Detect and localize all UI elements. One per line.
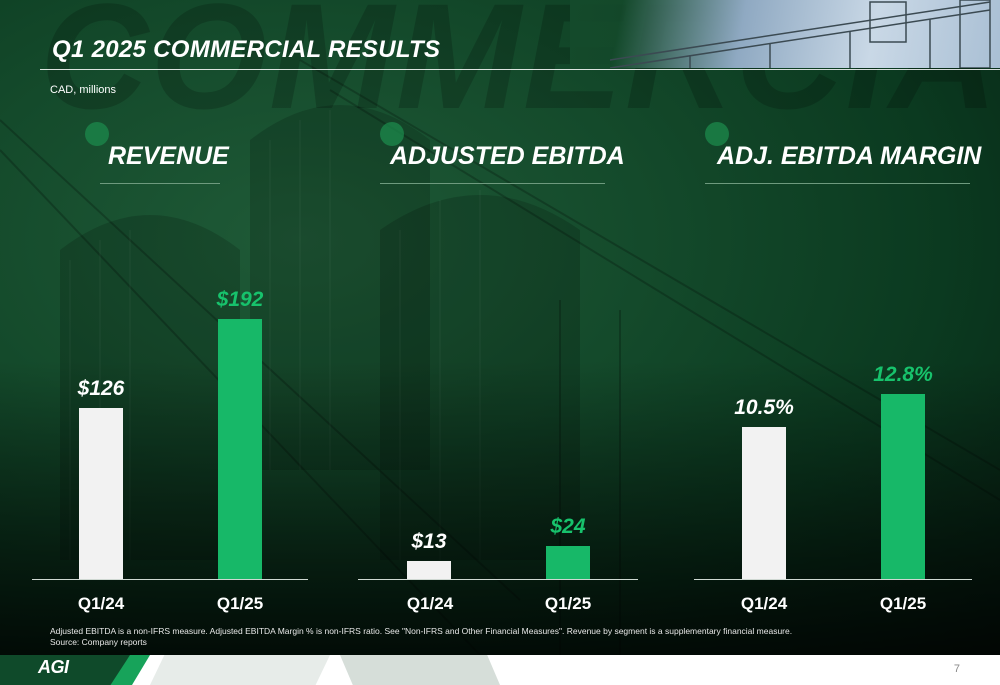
margin-category-q1-24: Q1/24 [740,594,788,613]
revenue-value-q1-25: $192 [216,288,264,311]
margin-value-q1-24: 10.5% [734,396,794,419]
revenue-accent-dot [85,122,109,146]
units-subtitle: CAD, millions [50,84,117,96]
ebitda-category-q1-25: Q1/25 [544,594,592,613]
revenue-value-q1-24: $126 [77,377,125,400]
agi-logo: AGI [38,657,69,677]
revenue-axis-line [32,579,308,580]
title-divider [40,69,1000,70]
footer-bar [0,655,1000,685]
ebitda-bar-q1-25 [546,546,590,579]
revenue-chart-title: REVENUE [108,142,229,170]
margin-bar-q1-25 [881,394,925,579]
margin-accent-dot [705,122,729,146]
ebitda-title-rule [380,183,605,184]
ebitda-category-q1-24: Q1/24 [406,594,454,613]
footnote-non-ifrs: Adjusted EBITDA is a non-IFRS measure. A… [50,626,793,636]
margin-chart-title: ADJ. EBITDA MARGIN [717,142,982,170]
revenue-bar-q1-25 [218,319,262,579]
margin-bar-q1-24 [742,427,786,579]
margin-value-q1-25: 12.8% [873,363,933,386]
ebitda-value-q1-25: $24 [550,515,586,538]
revenue-category-q1-24: Q1/24 [77,594,125,613]
footnote: Adjusted EBITDA is a non-IFRS measure. A… [50,626,792,648]
footer-stripe-left [150,655,330,685]
ebitda-accent-dot [380,122,404,146]
margin-title-rule [705,183,970,184]
revenue-bar-q1-24 [79,408,123,579]
ebitda-chart-title: ADJUSTED EBITDA [390,142,625,170]
revenue-title-rule [100,183,220,184]
ebitda-value-q1-24: $13 [411,530,447,553]
footnote-source: Source: Company reports [50,637,147,647]
footer-logo-panel [0,655,130,685]
margin-category-q1-25: Q1/25 [879,594,927,613]
footer-stripe-right [340,655,500,685]
revenue-category-q1-25: Q1/25 [216,594,264,613]
background-shade [0,0,1000,655]
ebitda-bar-q1-24 [407,561,451,579]
ebitda-axis-line [358,579,638,580]
margin-axis-line [694,579,972,580]
page-title: Q1 2025 COMMERCIAL RESULTS [52,36,441,63]
page-number: 7 [953,663,960,675]
